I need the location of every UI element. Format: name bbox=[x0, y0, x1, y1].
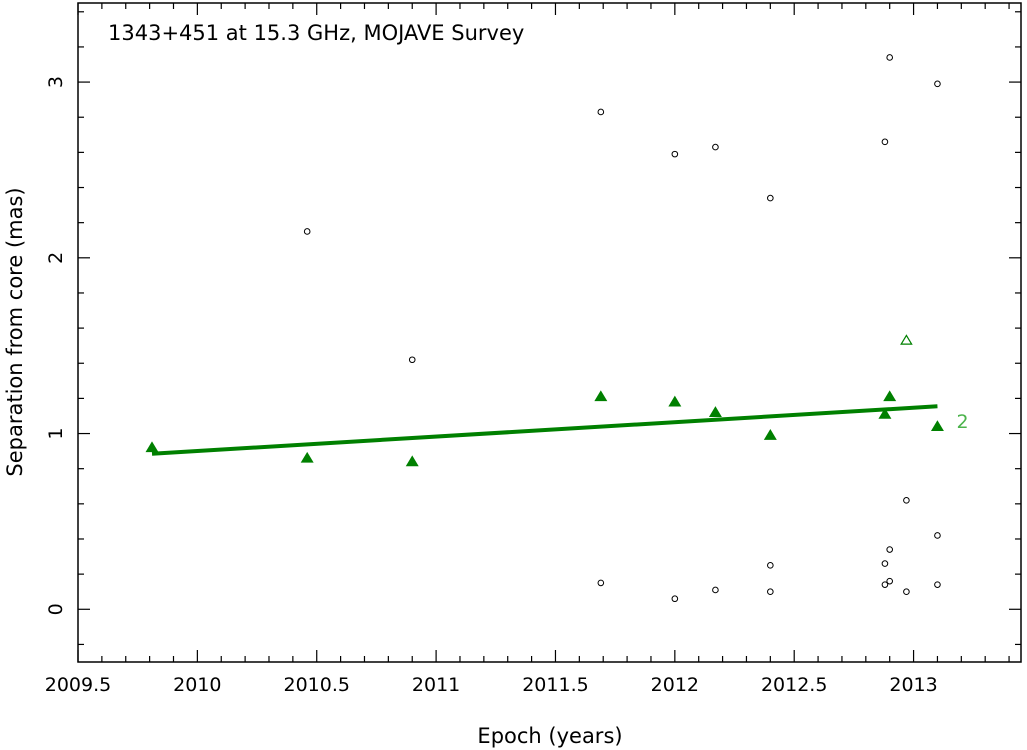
y-tick-label: 0 bbox=[45, 603, 67, 615]
x-tick-label: 2012.5 bbox=[761, 674, 827, 696]
x-tick-label: 2012 bbox=[651, 674, 699, 696]
component-point bbox=[878, 407, 892, 419]
excluded-component-point bbox=[900, 334, 913, 345]
other-component-point bbox=[886, 54, 893, 61]
x-axis-label: Epoch (years) bbox=[477, 724, 622, 748]
other-component-point bbox=[903, 588, 910, 596]
component-label: 2 bbox=[957, 411, 969, 433]
component-point bbox=[883, 390, 897, 402]
other-component-point bbox=[881, 138, 889, 146]
other-component-point bbox=[903, 497, 910, 504]
component-point bbox=[930, 420, 944, 432]
other-component-point bbox=[671, 595, 679, 603]
other-component-point bbox=[934, 581, 941, 588]
component-point bbox=[300, 451, 314, 463]
other-component-point bbox=[671, 150, 679, 158]
other-component-point bbox=[934, 80, 941, 88]
component-point bbox=[708, 406, 722, 417]
other-component-point bbox=[597, 579, 605, 587]
fit-line-group bbox=[151, 404, 938, 456]
annotations: 2 bbox=[957, 411, 969, 433]
x-tick-label: 2010.5 bbox=[283, 674, 349, 696]
y-tick-label: 3 bbox=[45, 76, 67, 88]
component-point bbox=[668, 395, 682, 407]
component-point bbox=[405, 455, 419, 467]
x-tick-label: 2009.5 bbox=[45, 674, 111, 696]
other-component-point bbox=[767, 194, 774, 202]
other-component-point bbox=[597, 108, 605, 116]
other-component-point bbox=[767, 588, 774, 596]
x-tick-label: 2013 bbox=[889, 674, 937, 696]
other-component-point bbox=[881, 560, 889, 567]
chart-title: 1343+451 at 15.3 GHz, MOJAVE Survey bbox=[108, 21, 524, 45]
other-component-point bbox=[303, 228, 311, 235]
other-component-point bbox=[886, 546, 893, 553]
axis-ticks bbox=[77, 3, 1021, 662]
other-component-point bbox=[934, 532, 941, 539]
other-component-point bbox=[881, 581, 889, 588]
y-tick-label: 2 bbox=[45, 252, 67, 264]
tick-labels: 2009.5 2010 2010.5 2011 2011.5 2012 2012.5 2013… bbox=[45, 76, 938, 696]
component-point bbox=[145, 441, 159, 453]
other-component-point bbox=[886, 577, 893, 585]
y-tick-label: 1 bbox=[45, 427, 67, 439]
data-points bbox=[145, 54, 944, 603]
other-component-point bbox=[712, 586, 719, 594]
x-tick-label: 2011 bbox=[412, 674, 460, 696]
fit-line bbox=[151, 404, 938, 456]
other-component-point bbox=[408, 356, 416, 364]
x-tick-label: 2011.5 bbox=[522, 674, 588, 696]
y-axis-label: Separation from core (mas) bbox=[3, 187, 27, 476]
component-point bbox=[594, 390, 608, 402]
other-component-point bbox=[712, 143, 719, 151]
component-point bbox=[763, 429, 777, 440]
plot-frame bbox=[77, 2, 1022, 663]
other-component-point bbox=[767, 562, 774, 569]
x-tick-label: 2010 bbox=[173, 674, 221, 696]
